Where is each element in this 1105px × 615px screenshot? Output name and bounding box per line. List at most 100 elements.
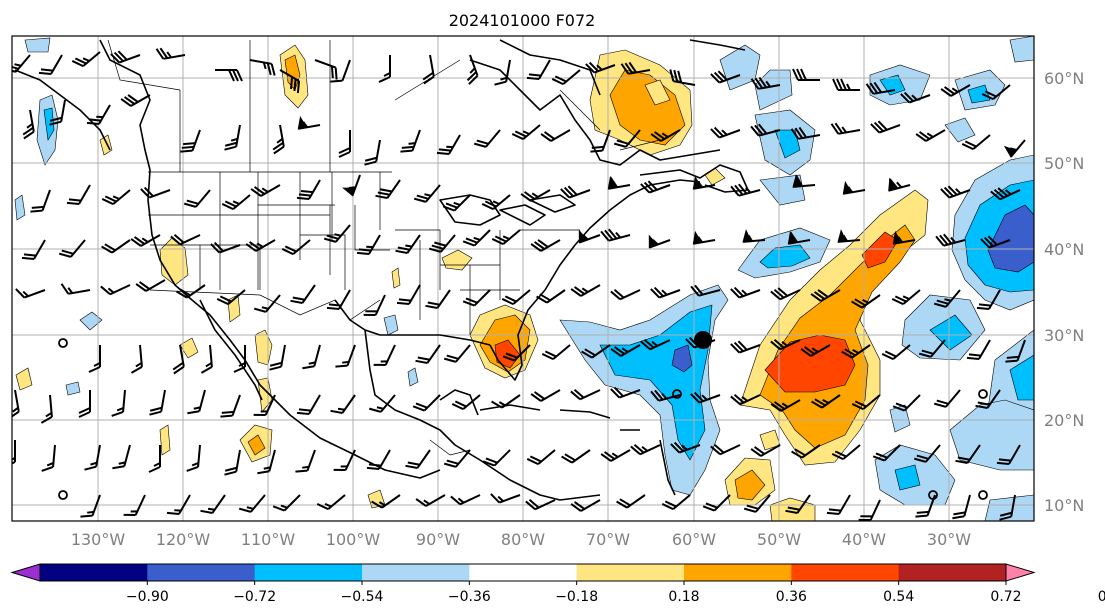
wind-barb: [183, 189, 211, 208]
shaded-contour-region: [759, 244, 811, 269]
wind-barb: [112, 444, 131, 470]
wind-barb: [881, 344, 911, 361]
wind-barb: [730, 340, 761, 354]
wind-barb: [826, 494, 851, 516]
wind-barb: [996, 444, 1021, 466]
wind-barb: [316, 494, 346, 511]
colorbar-frame: [39, 563, 1007, 582]
wind-barb: [620, 61, 651, 75]
wind-barb: [785, 494, 811, 515]
wind-barb: [743, 494, 771, 513]
latitude-label: 30°N: [1044, 326, 1084, 345]
shaded-contour-region: [79, 311, 103, 331]
wind-barb: [501, 289, 531, 306]
wind-barb: [710, 70, 741, 84]
colorbar-extend-high: [1005, 563, 1036, 582]
political-border: [354, 205, 390, 251]
shaded-contour-region: [774, 129, 801, 159]
wind-barb: [791, 444, 821, 459]
coastline: [529, 194, 576, 213]
wind-barb: [233, 345, 246, 373]
wind-barb: [40, 394, 53, 424]
large-dot-marker: [694, 331, 712, 349]
calm-wind-circle: [978, 490, 988, 500]
wind-barb: [366, 449, 391, 471]
coastline: [659, 439, 676, 496]
wind-barb: [610, 344, 641, 357]
wind-barb: [356, 234, 381, 256]
wind-barb: [640, 338, 671, 351]
wind-barb: [220, 394, 241, 418]
wind-barb: [640, 180, 671, 194]
colorbar-tick-labels: −0.90 −0.72 −0.54 −0.36 −0.18 0.18 0.36 0.54 0.7…: [126, 581, 1105, 605]
wind-barb: [692, 175, 716, 190]
calm-wind-circle: [928, 490, 938, 500]
wind-barb: [650, 286, 681, 299]
wind-barb: [541, 344, 571, 361]
wind-barb: [38, 54, 63, 76]
shaded-contour-region: [609, 69, 686, 146]
wind-barb: [581, 344, 611, 359]
wind-barb: [918, 339, 946, 358]
wind-barb: [176, 284, 206, 299]
wind-barb: [187, 389, 206, 415]
wind-barb: [610, 386, 641, 399]
wind-barb: [130, 234, 161, 247]
wind-barb: [412, 394, 441, 412]
wind-barb: [111, 389, 126, 417]
wind-barb: [326, 289, 351, 311]
longitude-label: 120°W: [156, 530, 211, 549]
wind-barb: [135, 279, 166, 292]
wind-barb: [490, 493, 521, 504]
shaded-contour-region: [967, 84, 991, 104]
wind-barb: [375, 179, 401, 200]
colorbar-segment: [254, 564, 363, 581]
wind-barb: [364, 139, 381, 166]
wind-barb: [830, 122, 861, 135]
wind-barb: [933, 389, 961, 408]
wind-barb: [30, 189, 51, 213]
wind-barb: [443, 344, 471, 363]
wind-barb: [295, 449, 316, 473]
wind-barb: [892, 230, 916, 245]
wind-barb: [990, 187, 1021, 201]
wind-barb: [333, 449, 356, 471]
wind-barb: [12, 389, 20, 420]
wind-barb: [422, 54, 435, 85]
wind-barb: [101, 189, 131, 206]
coastline: [439, 389, 479, 416]
latitude-label: 40°N: [1044, 240, 1084, 259]
wind-barb: [155, 47, 186, 60]
wind-barb: [172, 344, 185, 375]
shaded-contour-region: [764, 334, 856, 393]
wind-barb: [400, 129, 421, 153]
wind-barb: [858, 499, 881, 521]
colorbar-tick-label: 0.72: [990, 589, 1021, 605]
calm-wind-circle: [58, 338, 68, 348]
shaded-contour-region: [879, 74, 906, 96]
wind-barb: [238, 494, 266, 513]
wind-barb: [494, 59, 511, 86]
longitude-label: 30°W: [927, 530, 971, 549]
wind-barb: [940, 185, 971, 199]
wind-barb: [810, 289, 841, 302]
wind-barb: [253, 294, 281, 313]
wind-barb: [730, 393, 761, 406]
wind-barb: [451, 394, 481, 411]
wind-barb: [330, 394, 356, 415]
map-content: [12, 36, 1034, 521]
shaded-contour-region: [1009, 354, 1034, 401]
map-title: 2024101000 F072: [449, 11, 596, 30]
colorbar-tick-label: −0.90: [126, 589, 169, 605]
wind-barb: [130, 344, 143, 374]
wind-barb: [363, 294, 386, 316]
wind-barb: [466, 54, 479, 85]
wind-barb: [648, 234, 671, 249]
wind-barb: [49, 99, 66, 126]
colorbar-segment: [362, 564, 470, 581]
longitude-label: 60°W: [672, 530, 716, 549]
wind-barb: [578, 229, 601, 244]
colorbar-segment: [684, 564, 792, 581]
